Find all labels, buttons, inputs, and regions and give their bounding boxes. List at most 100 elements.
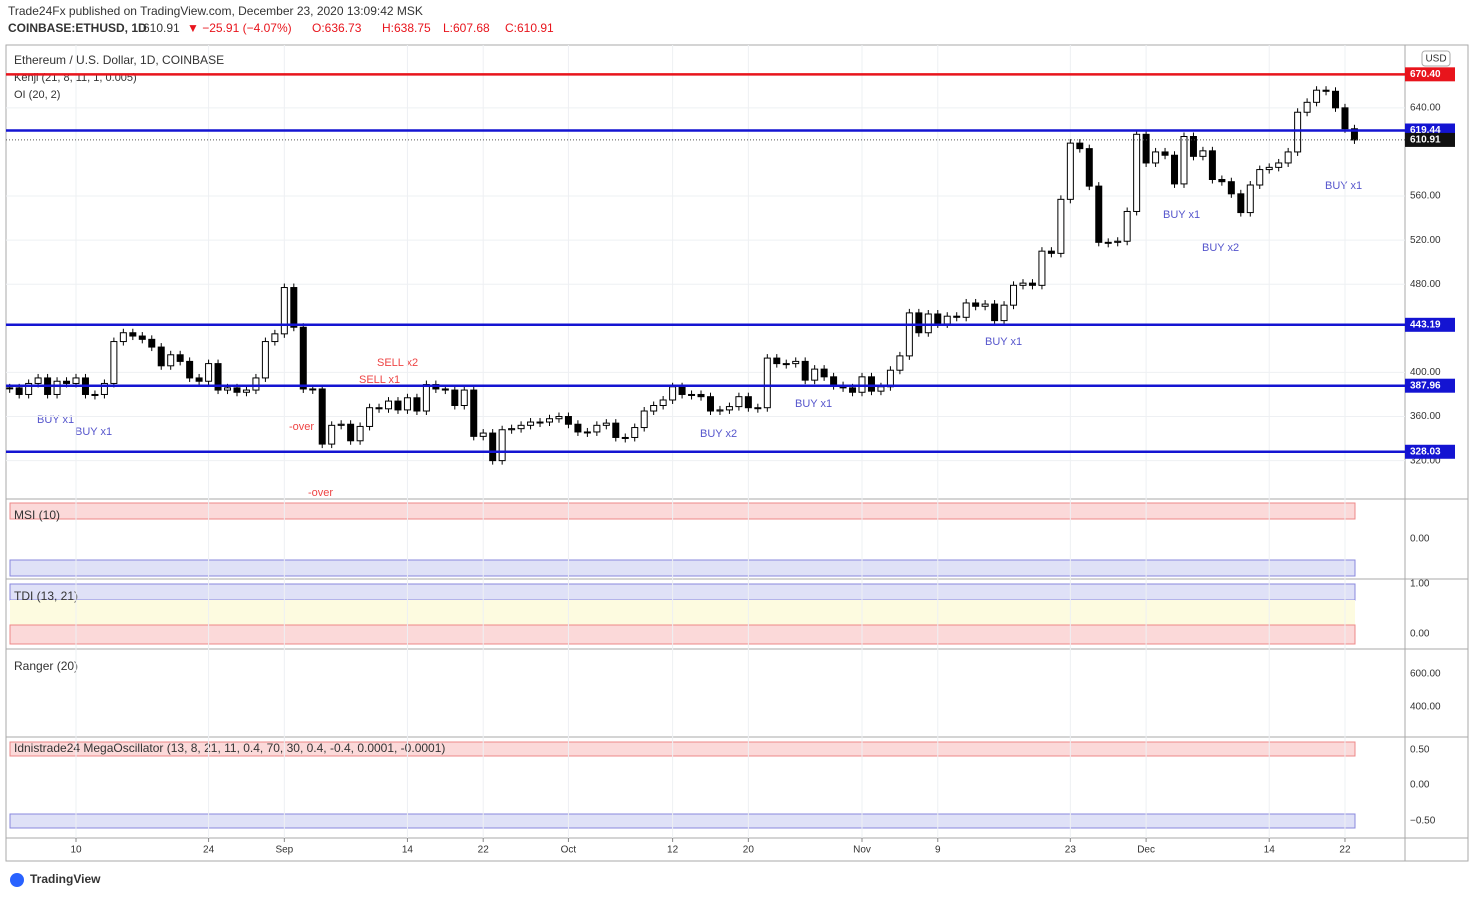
y-tick-label: 640.00 bbox=[1410, 102, 1441, 113]
band bbox=[10, 600, 1355, 625]
panel-title: Idnistrade24 MegaOscillator (13, 8, 21, … bbox=[14, 741, 445, 755]
close: C:610.91 bbox=[505, 21, 554, 35]
x-tick-label: 20 bbox=[743, 845, 755, 856]
candle bbox=[1284, 151, 1292, 164]
currency[interactable]: USD bbox=[1425, 54, 1446, 65]
level-label: 443.19 bbox=[1410, 319, 1441, 330]
candle bbox=[157, 346, 165, 367]
publisher: Trade24Fx published on TradingView.com, … bbox=[8, 4, 423, 18]
x-tick-label: 10 bbox=[70, 845, 82, 856]
current-label: 610.91 bbox=[1410, 135, 1441, 146]
candle bbox=[782, 363, 790, 366]
candle bbox=[148, 338, 156, 348]
candle bbox=[640, 410, 648, 429]
change: ▼ −25.91 (−4.07%) bbox=[187, 21, 292, 35]
candle bbox=[754, 407, 762, 410]
candle bbox=[896, 355, 904, 371]
currency-box[interactable] bbox=[1421, 50, 1451, 67]
candle bbox=[849, 387, 857, 393]
instrument: Ethereum / U.S. Dollar, 1D, COINBASE bbox=[14, 53, 224, 67]
x-tick-label: 22 bbox=[478, 845, 490, 856]
candle bbox=[943, 315, 951, 325]
candle bbox=[1010, 284, 1018, 306]
x-tick-label: Sep bbox=[275, 845, 293, 856]
candle bbox=[773, 357, 781, 365]
candle bbox=[1057, 198, 1065, 254]
candle bbox=[1303, 101, 1311, 113]
candle bbox=[1237, 193, 1245, 214]
level-label: 328.03 bbox=[1410, 446, 1441, 457]
candle bbox=[385, 400, 393, 410]
candle bbox=[176, 354, 184, 362]
panel-tick: 0.00 bbox=[1410, 629, 1430, 640]
candle bbox=[1294, 111, 1302, 153]
candle bbox=[242, 389, 250, 393]
candle bbox=[1152, 151, 1160, 164]
candle bbox=[877, 386, 885, 392]
annotation: BUY x1 bbox=[37, 414, 74, 426]
candle bbox=[867, 376, 875, 392]
logo[interactable] bbox=[10, 873, 24, 887]
candle bbox=[1000, 304, 1008, 322]
panel-tick: 600.00 bbox=[1410, 669, 1441, 680]
annotation: SELL x1 bbox=[359, 374, 400, 386]
candle bbox=[915, 312, 923, 334]
candle bbox=[981, 303, 989, 307]
candle bbox=[546, 418, 553, 423]
x-tick-label: 22 bbox=[1339, 845, 1351, 856]
candle bbox=[375, 407, 383, 410]
band bbox=[9, 741, 1356, 757]
candle bbox=[631, 427, 639, 438]
candle bbox=[1047, 250, 1055, 254]
candle bbox=[962, 302, 970, 318]
candle bbox=[6, 387, 14, 390]
y-tick-label: 320.00 bbox=[1410, 455, 1441, 466]
annotation: BUY x1 bbox=[795, 398, 832, 410]
y-tick-label: 480.00 bbox=[1410, 279, 1441, 290]
annotation: BUY x2 bbox=[1202, 242, 1239, 254]
brand[interactable]: TradingView bbox=[30, 872, 101, 886]
candle bbox=[801, 360, 809, 381]
candle bbox=[1038, 250, 1046, 286]
main-chart bbox=[6, 45, 1405, 838]
panel-tick: 0.50 bbox=[1410, 745, 1430, 756]
candle bbox=[602, 422, 610, 426]
candle bbox=[905, 312, 913, 357]
x-tick-label: 14 bbox=[1264, 845, 1276, 856]
candle bbox=[318, 388, 326, 445]
band bbox=[9, 624, 1356, 645]
candle bbox=[72, 377, 80, 384]
level-tag bbox=[1405, 378, 1455, 393]
candle bbox=[1199, 150, 1207, 157]
candle bbox=[271, 333, 279, 343]
candle bbox=[924, 313, 932, 334]
annotation: BUY x1 bbox=[75, 426, 112, 438]
band bbox=[9, 559, 1356, 577]
candle bbox=[129, 332, 137, 337]
indicator: OI (20, 2) bbox=[14, 89, 60, 101]
x-tick-label: 9 bbox=[935, 845, 941, 856]
candle bbox=[820, 368, 828, 378]
candle bbox=[716, 409, 724, 412]
candle bbox=[669, 386, 677, 401]
level-tag bbox=[1405, 317, 1455, 332]
candle bbox=[119, 332, 127, 343]
candle bbox=[1246, 184, 1254, 214]
candle bbox=[422, 384, 430, 412]
candle bbox=[886, 369, 894, 388]
candle bbox=[366, 407, 374, 427]
candle bbox=[650, 404, 658, 412]
level-tag bbox=[1405, 67, 1455, 82]
candle bbox=[205, 363, 213, 382]
candle bbox=[186, 360, 194, 379]
candle bbox=[1114, 240, 1122, 243]
candle bbox=[1104, 241, 1112, 244]
level-tag bbox=[1405, 444, 1455, 459]
candle bbox=[110, 341, 118, 384]
candle bbox=[612, 422, 620, 438]
open: O:636.73 bbox=[312, 21, 362, 35]
candle bbox=[508, 428, 516, 431]
candle bbox=[536, 421, 544, 424]
candle bbox=[470, 389, 478, 437]
